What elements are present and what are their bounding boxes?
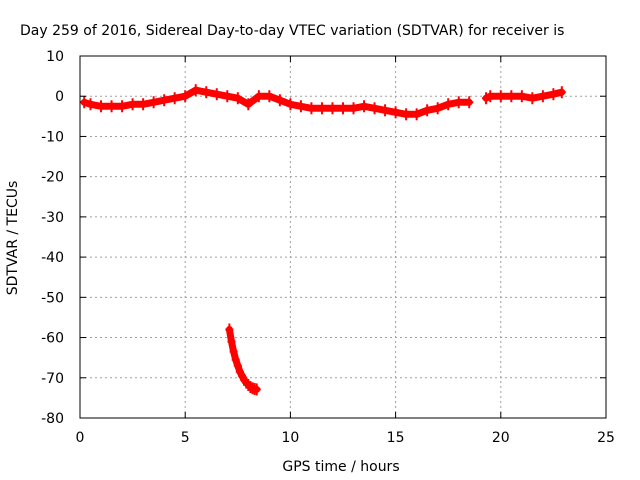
data-point bbox=[538, 90, 547, 103]
x-tick-label: 10 bbox=[281, 430, 299, 446]
data-point bbox=[275, 94, 284, 107]
data-point bbox=[233, 359, 242, 372]
y-tick-label: -50 bbox=[41, 290, 64, 306]
y-axis-ticks: 10 0 -10 -20 -30 -40 -50 -60 -70 -80 bbox=[41, 49, 606, 427]
y-tick-label: -40 bbox=[41, 250, 64, 266]
data-point bbox=[252, 383, 261, 396]
data-point bbox=[212, 88, 221, 101]
x-tick-label: 5 bbox=[181, 430, 190, 446]
data-series-2 bbox=[225, 323, 261, 396]
x-tick-label: 0 bbox=[76, 430, 85, 446]
data-point bbox=[139, 98, 148, 111]
data-point bbox=[549, 88, 558, 101]
data-point bbox=[107, 100, 116, 113]
y-axis-label: SDTVAR / TECUs bbox=[5, 181, 21, 296]
data-point bbox=[517, 90, 526, 103]
data-point bbox=[339, 102, 347, 115]
y-tick-label: -60 bbox=[41, 331, 64, 347]
data-point bbox=[181, 90, 190, 103]
data-point bbox=[381, 104, 390, 117]
data-point bbox=[202, 86, 211, 99]
y-tick-label: -70 bbox=[41, 371, 64, 387]
data-point bbox=[482, 92, 491, 105]
series-trace bbox=[80, 86, 473, 118]
data-point bbox=[486, 90, 495, 103]
data-point bbox=[423, 104, 432, 117]
data-point bbox=[97, 100, 106, 113]
data-point bbox=[296, 100, 305, 113]
data-point bbox=[391, 106, 400, 119]
y-tick-label: 0 bbox=[55, 89, 64, 105]
data-point bbox=[265, 90, 274, 103]
data-point bbox=[349, 102, 358, 115]
data-point bbox=[557, 86, 566, 99]
data-point bbox=[229, 345, 238, 358]
data-point bbox=[149, 96, 158, 109]
data-point bbox=[465, 96, 474, 109]
data-point bbox=[528, 92, 537, 105]
data-point bbox=[454, 96, 463, 109]
y-tick-label: -30 bbox=[41, 210, 64, 226]
data-point bbox=[80, 96, 89, 109]
data-point bbox=[317, 102, 326, 115]
data-point bbox=[286, 98, 295, 111]
data-point bbox=[402, 108, 411, 121]
x-tick-label: 25 bbox=[597, 430, 615, 446]
x-axis-ticks: 0 5 10 15 20 25 bbox=[76, 56, 615, 446]
data-series-3 bbox=[482, 86, 566, 105]
data-series-1 bbox=[80, 84, 474, 121]
data-point bbox=[128, 98, 137, 111]
data-point bbox=[412, 108, 421, 121]
data-point bbox=[244, 98, 253, 111]
data-point bbox=[307, 102, 316, 115]
data-point bbox=[86, 98, 95, 111]
data-point bbox=[231, 353, 240, 366]
data-point bbox=[170, 92, 179, 105]
data-point bbox=[225, 323, 234, 336]
chart-title: Day 259 of 2016, Sidereal Day-to-day VTE… bbox=[20, 23, 564, 39]
data-point bbox=[360, 100, 369, 113]
data-point bbox=[160, 94, 169, 107]
data-point bbox=[433, 102, 442, 115]
data-point bbox=[223, 90, 232, 103]
data-point bbox=[496, 90, 505, 103]
series-layer bbox=[80, 84, 566, 396]
data-point bbox=[444, 98, 453, 111]
data-point bbox=[233, 92, 242, 105]
x-axis-label: GPS time / hours bbox=[282, 459, 399, 475]
y-tick-label: -20 bbox=[41, 170, 64, 186]
data-point bbox=[507, 90, 516, 103]
x-tick-label: 15 bbox=[387, 430, 405, 446]
data-point bbox=[370, 102, 379, 115]
plot-frame bbox=[79, 55, 607, 419]
data-point bbox=[328, 102, 337, 115]
y-tick-label: -10 bbox=[41, 129, 64, 145]
data-point bbox=[254, 90, 263, 103]
data-point bbox=[118, 100, 127, 113]
y-tick-label: -80 bbox=[41, 411, 64, 427]
y-tick-label: 10 bbox=[46, 49, 64, 65]
x-tick-label: 20 bbox=[492, 430, 510, 446]
data-point bbox=[227, 335, 236, 348]
data-point bbox=[191, 84, 200, 97]
